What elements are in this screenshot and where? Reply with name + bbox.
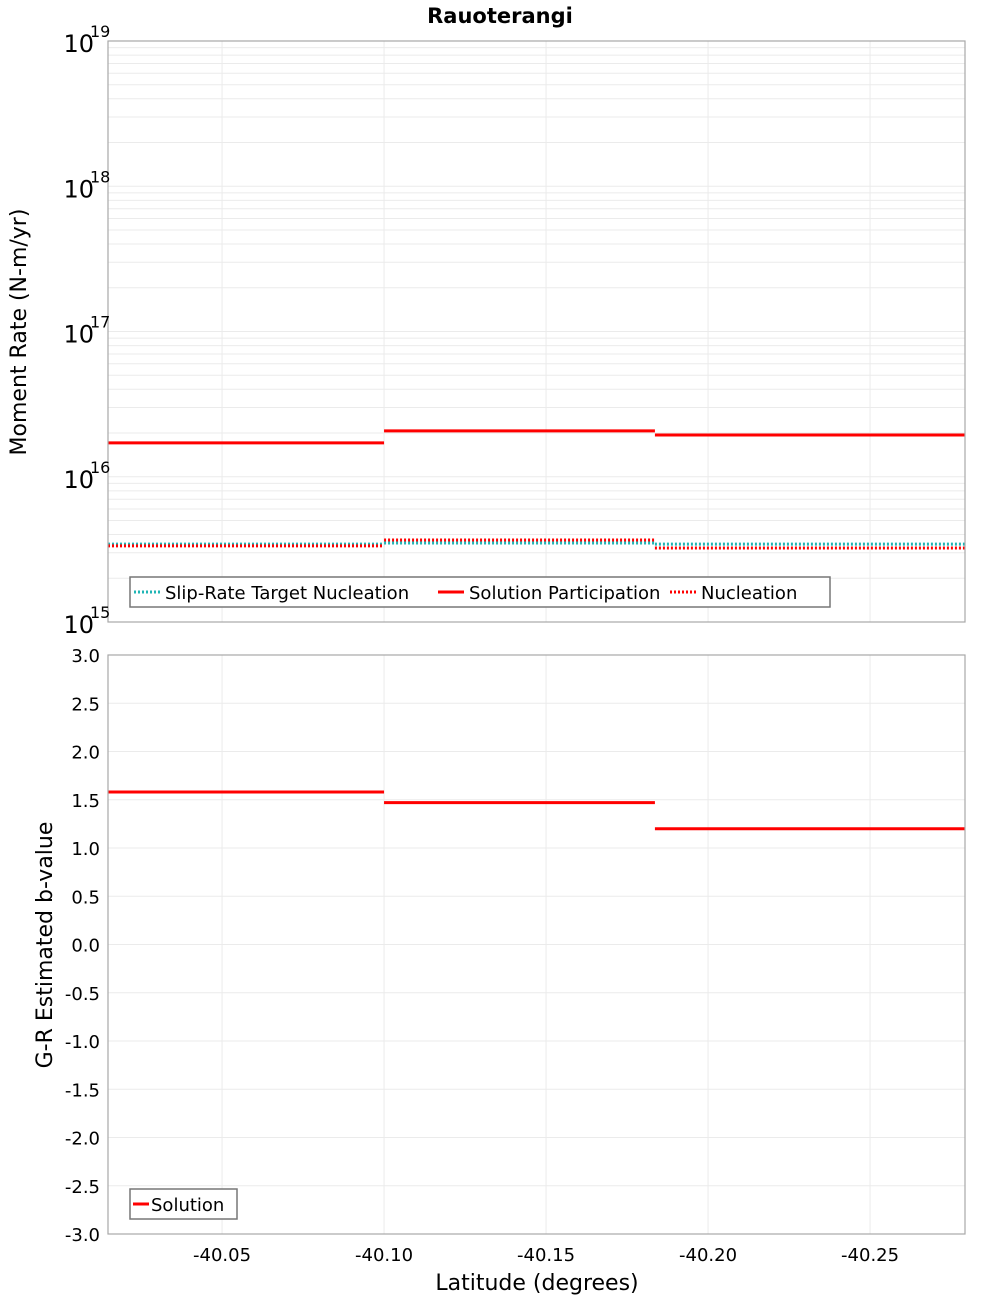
series-slip-rate-target-nucleation [108,541,965,546]
bottom-plot-frame [107,654,966,1235]
y-tick-label: -2.5 [65,1177,100,1198]
svg-text:15: 15 [90,603,110,622]
top-plot-frame [107,40,966,623]
y-tick-label: 0.5 [71,887,100,908]
y-tick-label: -3.0 [65,1225,100,1246]
bottom-y-axis-label: G-R Estimated b-value [33,822,58,1069]
top-y-axis-label: Moment Rate (N-m/yr) [7,209,32,456]
y-tick-label: 2.0 [71,743,100,764]
x-tick-label: -40.05 [193,1245,251,1266]
svg-text:Solution: Solution [151,1195,224,1216]
top-plot-series [108,429,965,550]
legend-item: Solution Participation [438,583,660,604]
y-tick-label: -0.5 [65,984,100,1005]
y-tick-label: 3.0 [71,646,100,667]
svg-text:Nucleation: Nucleation [701,583,797,604]
x-axis-ticks: -40.05 -40.10 -40.15 -40.20 -40.25 [193,1245,899,1266]
svg-text:16: 16 [90,458,110,477]
y-tick-label: 2.5 [71,694,100,715]
bottom-legend: Solution [129,1188,238,1220]
svg-text:10: 10 [63,321,94,349]
x-tick-label: -40.20 [679,1245,737,1266]
svg-text:10: 10 [63,466,94,494]
svg-text:18: 18 [90,167,110,186]
bottom-plot-series [108,790,965,831]
top-legend: Slip-Rate Target Nucleation Solution Part… [129,576,831,608]
svg-text:Slip-Rate Target Nucleation: Slip-Rate Target Nucleation [165,583,409,604]
bottom-y-axis-ticks: 3.0 2.5 2.0 1.5 1.0 0.5 0.0 -0.5 -1.0 -1.5 -2.0 -2.… [65,646,100,1246]
chart-title: Rauoterangi [427,4,573,28]
svg-text:Solution Participation: Solution Participation [469,583,660,604]
series-solution-participation [108,429,965,445]
legend-item: Nucleation [670,583,797,604]
top-plot-grid [108,41,965,623]
svg-text:10: 10 [63,175,94,203]
x-tick-label: -40.15 [517,1245,575,1266]
svg-text:10: 10 [63,611,94,639]
y-tick-label: 1.5 [71,791,100,812]
y-tick-label: -2.0 [65,1129,100,1150]
y-tick-label: -1.5 [65,1080,100,1101]
x-tick-label: -40.25 [841,1245,899,1266]
x-axis-label: Latitude (degrees) [435,1271,638,1296]
x-tick-label: -40.10 [355,1245,413,1266]
series-nucleation [108,538,965,550]
legend-item: Slip-Rate Target Nucleation [134,583,409,604]
bottom-plot-grid [108,654,965,1235]
svg-text:19: 19 [90,22,110,41]
svg-text:10: 10 [63,30,94,58]
y-tick-label: 0.0 [71,936,100,957]
svg-text:17: 17 [90,313,110,332]
y-tick-label: 1.0 [71,839,100,860]
legend-item: Solution [133,1195,224,1216]
y-tick-label: -1.0 [65,1032,100,1053]
series-solution [108,790,965,831]
